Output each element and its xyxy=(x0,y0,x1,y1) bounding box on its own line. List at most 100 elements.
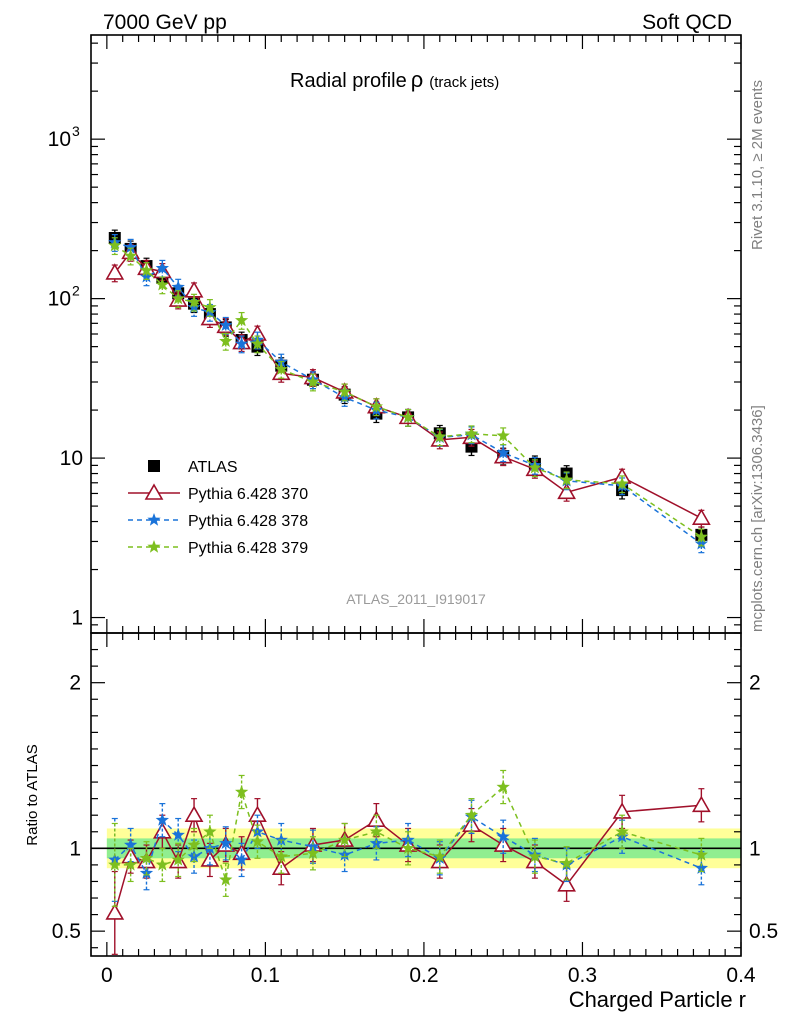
main-y-tick-label: 10 xyxy=(48,288,71,311)
data-point-2 xyxy=(155,857,169,871)
data-point-1 xyxy=(496,829,510,843)
ratio-y-tick-label-right: 2 xyxy=(749,672,761,695)
main-series-layer xyxy=(105,229,711,554)
data-point-3 xyxy=(401,410,415,423)
data-point-3 xyxy=(615,476,629,490)
data-point-2 xyxy=(108,857,122,871)
data-point-3 xyxy=(338,384,352,398)
legend-label-3: Pythia 6.428 379 xyxy=(188,540,308,557)
data-point-3 xyxy=(203,300,217,314)
side-label-mcplots: mcplots.cern.ch [arXiv:1306.3436] xyxy=(749,405,766,632)
legend: ATLAS Pythia 6.428 370 Pythia 6.428 378 Pyt… xyxy=(128,459,308,557)
x-axis-label: Charged Particle r xyxy=(569,987,746,1012)
data-point-3 xyxy=(187,295,201,308)
main-y-tick-label: 10 xyxy=(60,447,83,470)
data-point-1 xyxy=(557,482,576,500)
analysis-id: ATLAS_2011_I919017 xyxy=(346,591,486,607)
data-point-2 xyxy=(369,824,383,838)
data-point-1 xyxy=(274,833,288,846)
series-line-2 xyxy=(114,241,702,545)
chart-title-rho: ρ xyxy=(411,67,424,92)
legend-marker-0 xyxy=(148,460,160,472)
data-point-3 xyxy=(274,362,288,375)
data-point-2 xyxy=(171,280,185,293)
chart-title-sub: (track jets) xyxy=(429,74,499,91)
data-point-3 xyxy=(369,399,383,413)
ratio-axes: 0.5 0.5 1 1 2 2 0 0.1 0.2 0.3 0.4 xyxy=(52,632,778,987)
legend-marker-2 xyxy=(147,513,161,526)
series-line-1 xyxy=(114,815,702,876)
data-point-3 xyxy=(464,426,479,440)
data-point-3 xyxy=(250,336,265,350)
ratio-y-tick-label: 1 xyxy=(69,837,81,860)
x-tick-label: 0.3 xyxy=(568,964,597,987)
data-point-3 xyxy=(496,428,510,442)
data-point-2 xyxy=(219,872,233,886)
data-point-3 xyxy=(108,238,122,252)
data-point-1 xyxy=(105,263,125,280)
x-tick-label: 0.1 xyxy=(251,964,280,987)
series-line-0 xyxy=(114,804,702,914)
data-point-2 xyxy=(235,785,249,798)
ratio-series-layer xyxy=(105,769,711,955)
data-point-0 xyxy=(105,903,125,920)
legend-label-2: Pythia 6.428 378 xyxy=(188,513,308,530)
data-point-1 xyxy=(694,861,708,874)
header-left: 7000 GeV pp xyxy=(103,11,227,34)
data-point-3 xyxy=(694,530,708,543)
data-point-2 xyxy=(464,808,479,821)
data-point-3 xyxy=(171,291,185,305)
ratio-frame xyxy=(90,632,742,957)
data-point-2 xyxy=(139,269,154,283)
data-point-2 xyxy=(235,336,249,350)
data-point-0 xyxy=(557,875,576,892)
data-point-2 xyxy=(139,851,154,864)
data-point-0 xyxy=(184,805,204,823)
data-point-3 xyxy=(528,460,542,474)
data-point-2 xyxy=(496,780,510,793)
data-point-2 xyxy=(274,849,288,863)
data-point-2 xyxy=(401,841,415,854)
data-point-2 xyxy=(528,849,542,863)
ratio-y-tick-label: 0.5 xyxy=(52,920,81,943)
data-point-3 xyxy=(124,249,138,262)
x-tick-label: 0.4 xyxy=(726,964,756,987)
main-y-tick-label: 10 xyxy=(48,128,71,151)
chart-title: Radial profile ρ (track jets) xyxy=(290,67,499,92)
ratio-y-tick-label-right: 1 xyxy=(749,837,761,860)
data-point-2 xyxy=(496,445,510,459)
series-line-1 xyxy=(114,251,702,519)
data-point-1 xyxy=(124,838,138,851)
header-right: Soft QCD xyxy=(642,11,732,34)
data-point-1 xyxy=(691,508,711,525)
data-point-1 xyxy=(306,839,320,853)
data-point-1 xyxy=(219,836,233,849)
data-point-0 xyxy=(366,810,386,827)
data-point-1 xyxy=(235,852,249,866)
side-label-rivet: Rivet 3.1.10, ≥ 2M events xyxy=(749,80,766,250)
ratio-y-tick-label: 2 xyxy=(69,672,81,695)
data-point-2 xyxy=(203,824,217,838)
data-point-2 xyxy=(219,318,233,331)
ratio-y-tick-label-right: 0.5 xyxy=(749,920,778,943)
data-point-2 xyxy=(124,240,138,253)
data-point-2 xyxy=(171,852,185,866)
data-point-2 xyxy=(694,536,708,550)
data-point-2 xyxy=(338,833,352,846)
ratio-y-axis-label: Ratio to ATLAS xyxy=(24,744,41,845)
data-point-3 xyxy=(306,375,320,388)
x-tick-label: 0.2 xyxy=(409,964,438,987)
data-point-3 xyxy=(433,429,447,443)
x-tick-label: 0 xyxy=(101,964,113,987)
data-point-2 xyxy=(615,824,629,838)
main-y-tick-label: 1 xyxy=(71,607,83,630)
data-point-3 xyxy=(155,277,169,291)
data-point-2 xyxy=(155,261,169,274)
ratio-panel: 0.5 0.5 1 1 2 2 0 0.1 0.2 0.3 0.4 Ratio to ATLAS C… xyxy=(24,632,778,1012)
data-point-2 xyxy=(433,849,447,863)
legend-label-0: ATLAS xyxy=(188,459,238,476)
data-point-1 xyxy=(155,813,169,826)
